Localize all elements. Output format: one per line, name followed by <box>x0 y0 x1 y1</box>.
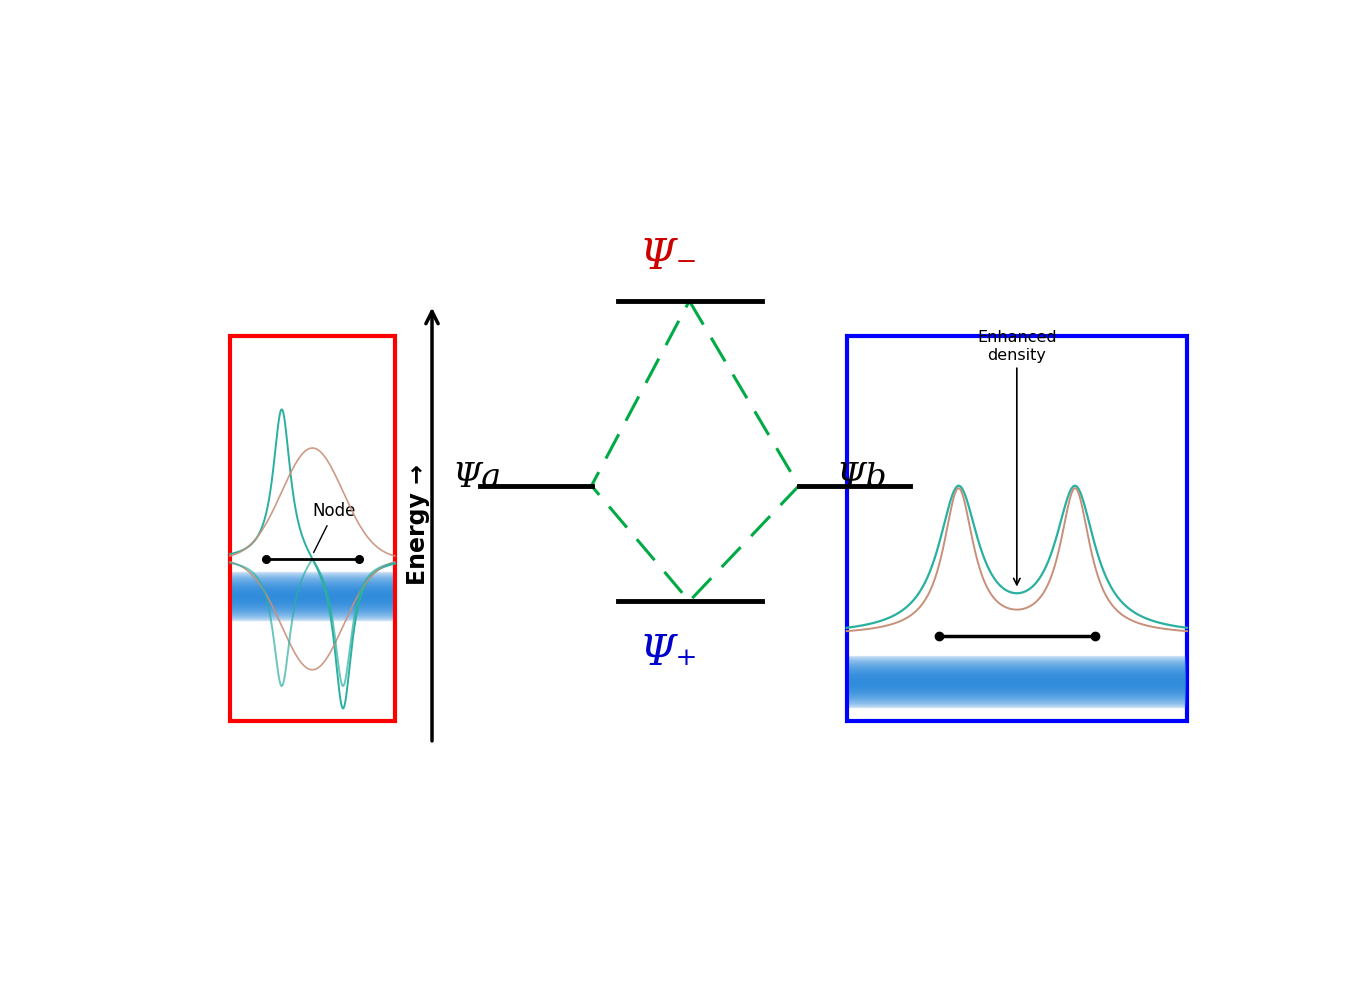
Text: Ψ₋: Ψ₋ <box>639 236 698 278</box>
Text: Enhanced
density: Enhanced density <box>977 330 1056 585</box>
Bar <box>847 336 1187 721</box>
Text: Ψ₊: Ψ₊ <box>639 632 698 674</box>
Text: Ψb: Ψb <box>836 462 886 494</box>
Text: Node: Node <box>313 502 355 553</box>
Bar <box>230 336 395 721</box>
Text: Ψa: Ψa <box>451 462 501 494</box>
Text: Energy →: Energy → <box>406 464 431 585</box>
